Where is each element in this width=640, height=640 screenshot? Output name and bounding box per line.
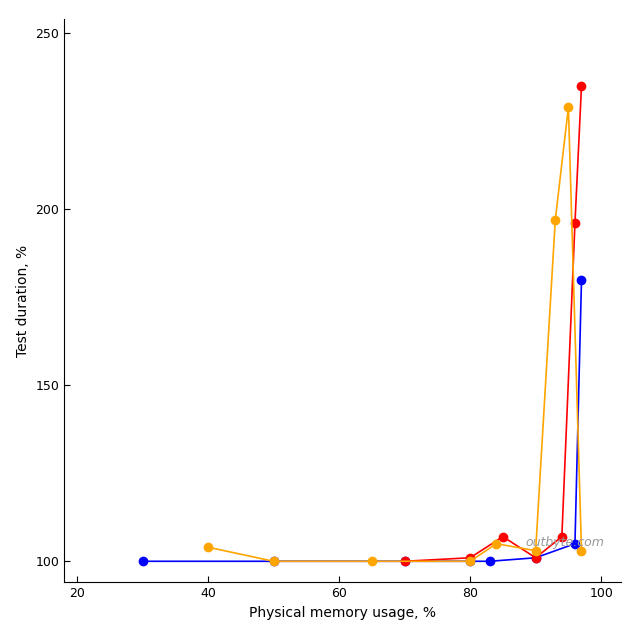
X-axis label: Physical memory usage, %: Physical memory usage, % bbox=[249, 606, 436, 620]
Y-axis label: Test duration, %: Test duration, % bbox=[16, 244, 29, 357]
Text: outbyte.com: outbyte.com bbox=[525, 536, 604, 548]
